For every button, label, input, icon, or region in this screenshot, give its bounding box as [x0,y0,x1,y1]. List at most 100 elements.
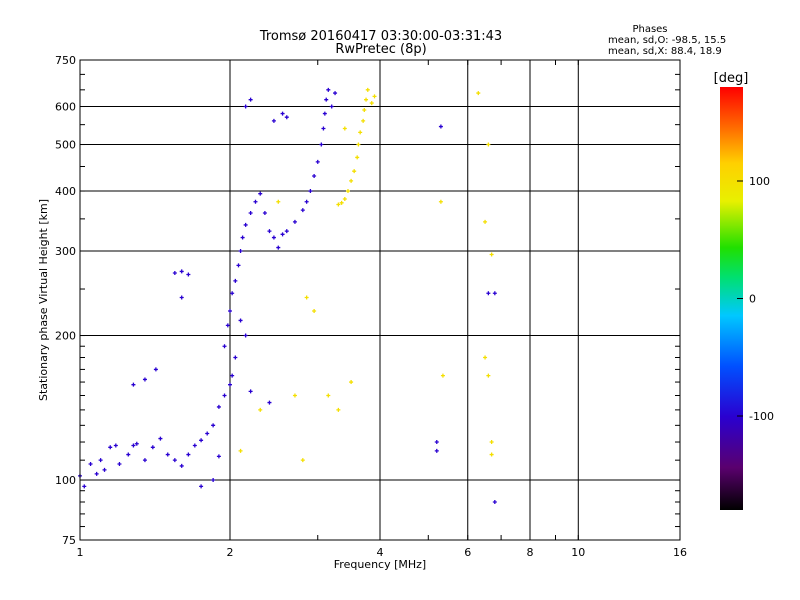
x-mode-point [304,295,309,300]
x-mode-point [489,252,494,257]
x-mode-point [276,199,281,204]
x-mode-point [483,355,488,360]
y-tick-label: 500 [55,139,76,152]
x-mode-point [312,308,317,313]
o-mode-point [248,389,253,394]
o-mode-point [284,229,289,234]
x-tick-label: 6 [464,546,471,559]
o-mode-point [131,382,136,387]
x-mode-point [356,142,361,147]
x-mode-point [349,380,354,385]
axes: 1 2 4 6 8 10 16 75 100 200 300 400 500 600 750 [55,54,687,559]
y-tick-label: 75 [62,534,76,547]
o-mode-point [240,235,245,240]
x-tick-label: 16 [673,546,687,559]
stats-o-mode: mean, sd,O: -98.5, 15.5 [608,35,726,46]
o-mode-point [222,344,227,349]
x-tick-label: 8 [527,546,534,559]
x-mode-point [372,94,377,99]
colorbar-ticks: 100 0 -100 [737,175,774,423]
o-mode-point [172,270,177,275]
o-mode-point [192,443,197,448]
o-mode-point [94,471,99,476]
o-mode-point [199,438,204,443]
o-mode-point [271,118,276,123]
o-mode-point [199,484,204,489]
x-mode-point [438,199,443,204]
x-mode-point [476,91,481,96]
x-mode-point [489,452,494,457]
x-mode-point [369,101,374,106]
o-mode-point [319,142,324,147]
o-mode-point [98,458,103,463]
x-mode-point [345,189,350,194]
o-mode-point [292,219,297,224]
o-mode-point [233,278,238,283]
grid [80,60,680,540]
x-mode-point [440,373,445,378]
x-mode-point [336,202,341,207]
o-mode-point [258,191,263,196]
o-mode-point [243,222,248,227]
o-mode-point [134,441,139,446]
x-mode-point [292,393,297,398]
x-mode-point [258,407,263,412]
o-mode-point [126,452,131,457]
colorbar-tick-label: 100 [749,175,770,188]
o-mode-point [150,445,155,450]
o-mode-point [216,454,221,459]
o-mode-point [333,91,338,96]
o-mode-point [228,308,232,313]
o-mode-point [211,478,216,483]
colorbar-tick-label: -100 [749,410,774,423]
o-mode-point [329,104,334,109]
o-mode-point [102,467,107,472]
x-mode-point [342,197,347,202]
x-tick-label: 4 [377,546,384,559]
o-mode-point [179,295,184,300]
y-tick-label: 600 [55,101,76,114]
colorbar-tick-label: 0 [749,293,756,306]
x-mode-point [486,373,491,378]
colorbar: [deg] 100 0 -100 [714,71,774,510]
o-mode-point [321,126,326,131]
y-tick-label: 400 [55,185,76,198]
x-mode-point [300,458,305,463]
x-mode-point [352,169,357,174]
x-mode-point [361,118,366,123]
o-mode-point [117,461,122,466]
o-mode-point [326,87,331,92]
o-mode-point [438,124,443,129]
o-mode-point [322,111,327,116]
o-mode-point [271,235,276,240]
o-mode-point [267,400,272,405]
x-tick-label: 2 [227,546,234,559]
o-mode-point [225,323,230,328]
o-mode-point [300,208,305,213]
o-mode-point [131,443,136,448]
o-mode-point [228,382,232,387]
o-mode-point [172,458,177,463]
o-mode-point [230,373,235,378]
o-mode-point [216,404,221,409]
y-tick-label: 200 [55,330,76,343]
o-mode-point [304,199,309,204]
o-mode-point [222,393,227,398]
x-mode-point [486,142,491,147]
o-mode-point [82,484,87,489]
chart-title: Tromsø 20160417 03:30:00-03:31:43 [259,29,502,44]
o-mode-point [158,436,163,441]
colorbar-gradient [720,87,743,510]
o-mode-point [434,448,439,453]
o-mode-point [262,211,267,216]
x-mode-point [364,97,369,102]
o-mode-point [153,367,158,372]
o-mode-point [243,104,248,109]
o-mode-point [486,291,491,296]
o-mode-point [165,452,170,457]
x-mode-point [339,200,344,205]
o-mode-point [492,499,497,504]
stats-x-mode: mean, sd,X: 88.4, 18.9 [608,46,722,57]
x-mode-point [365,87,370,92]
colorbar-label: [deg] [714,71,749,86]
